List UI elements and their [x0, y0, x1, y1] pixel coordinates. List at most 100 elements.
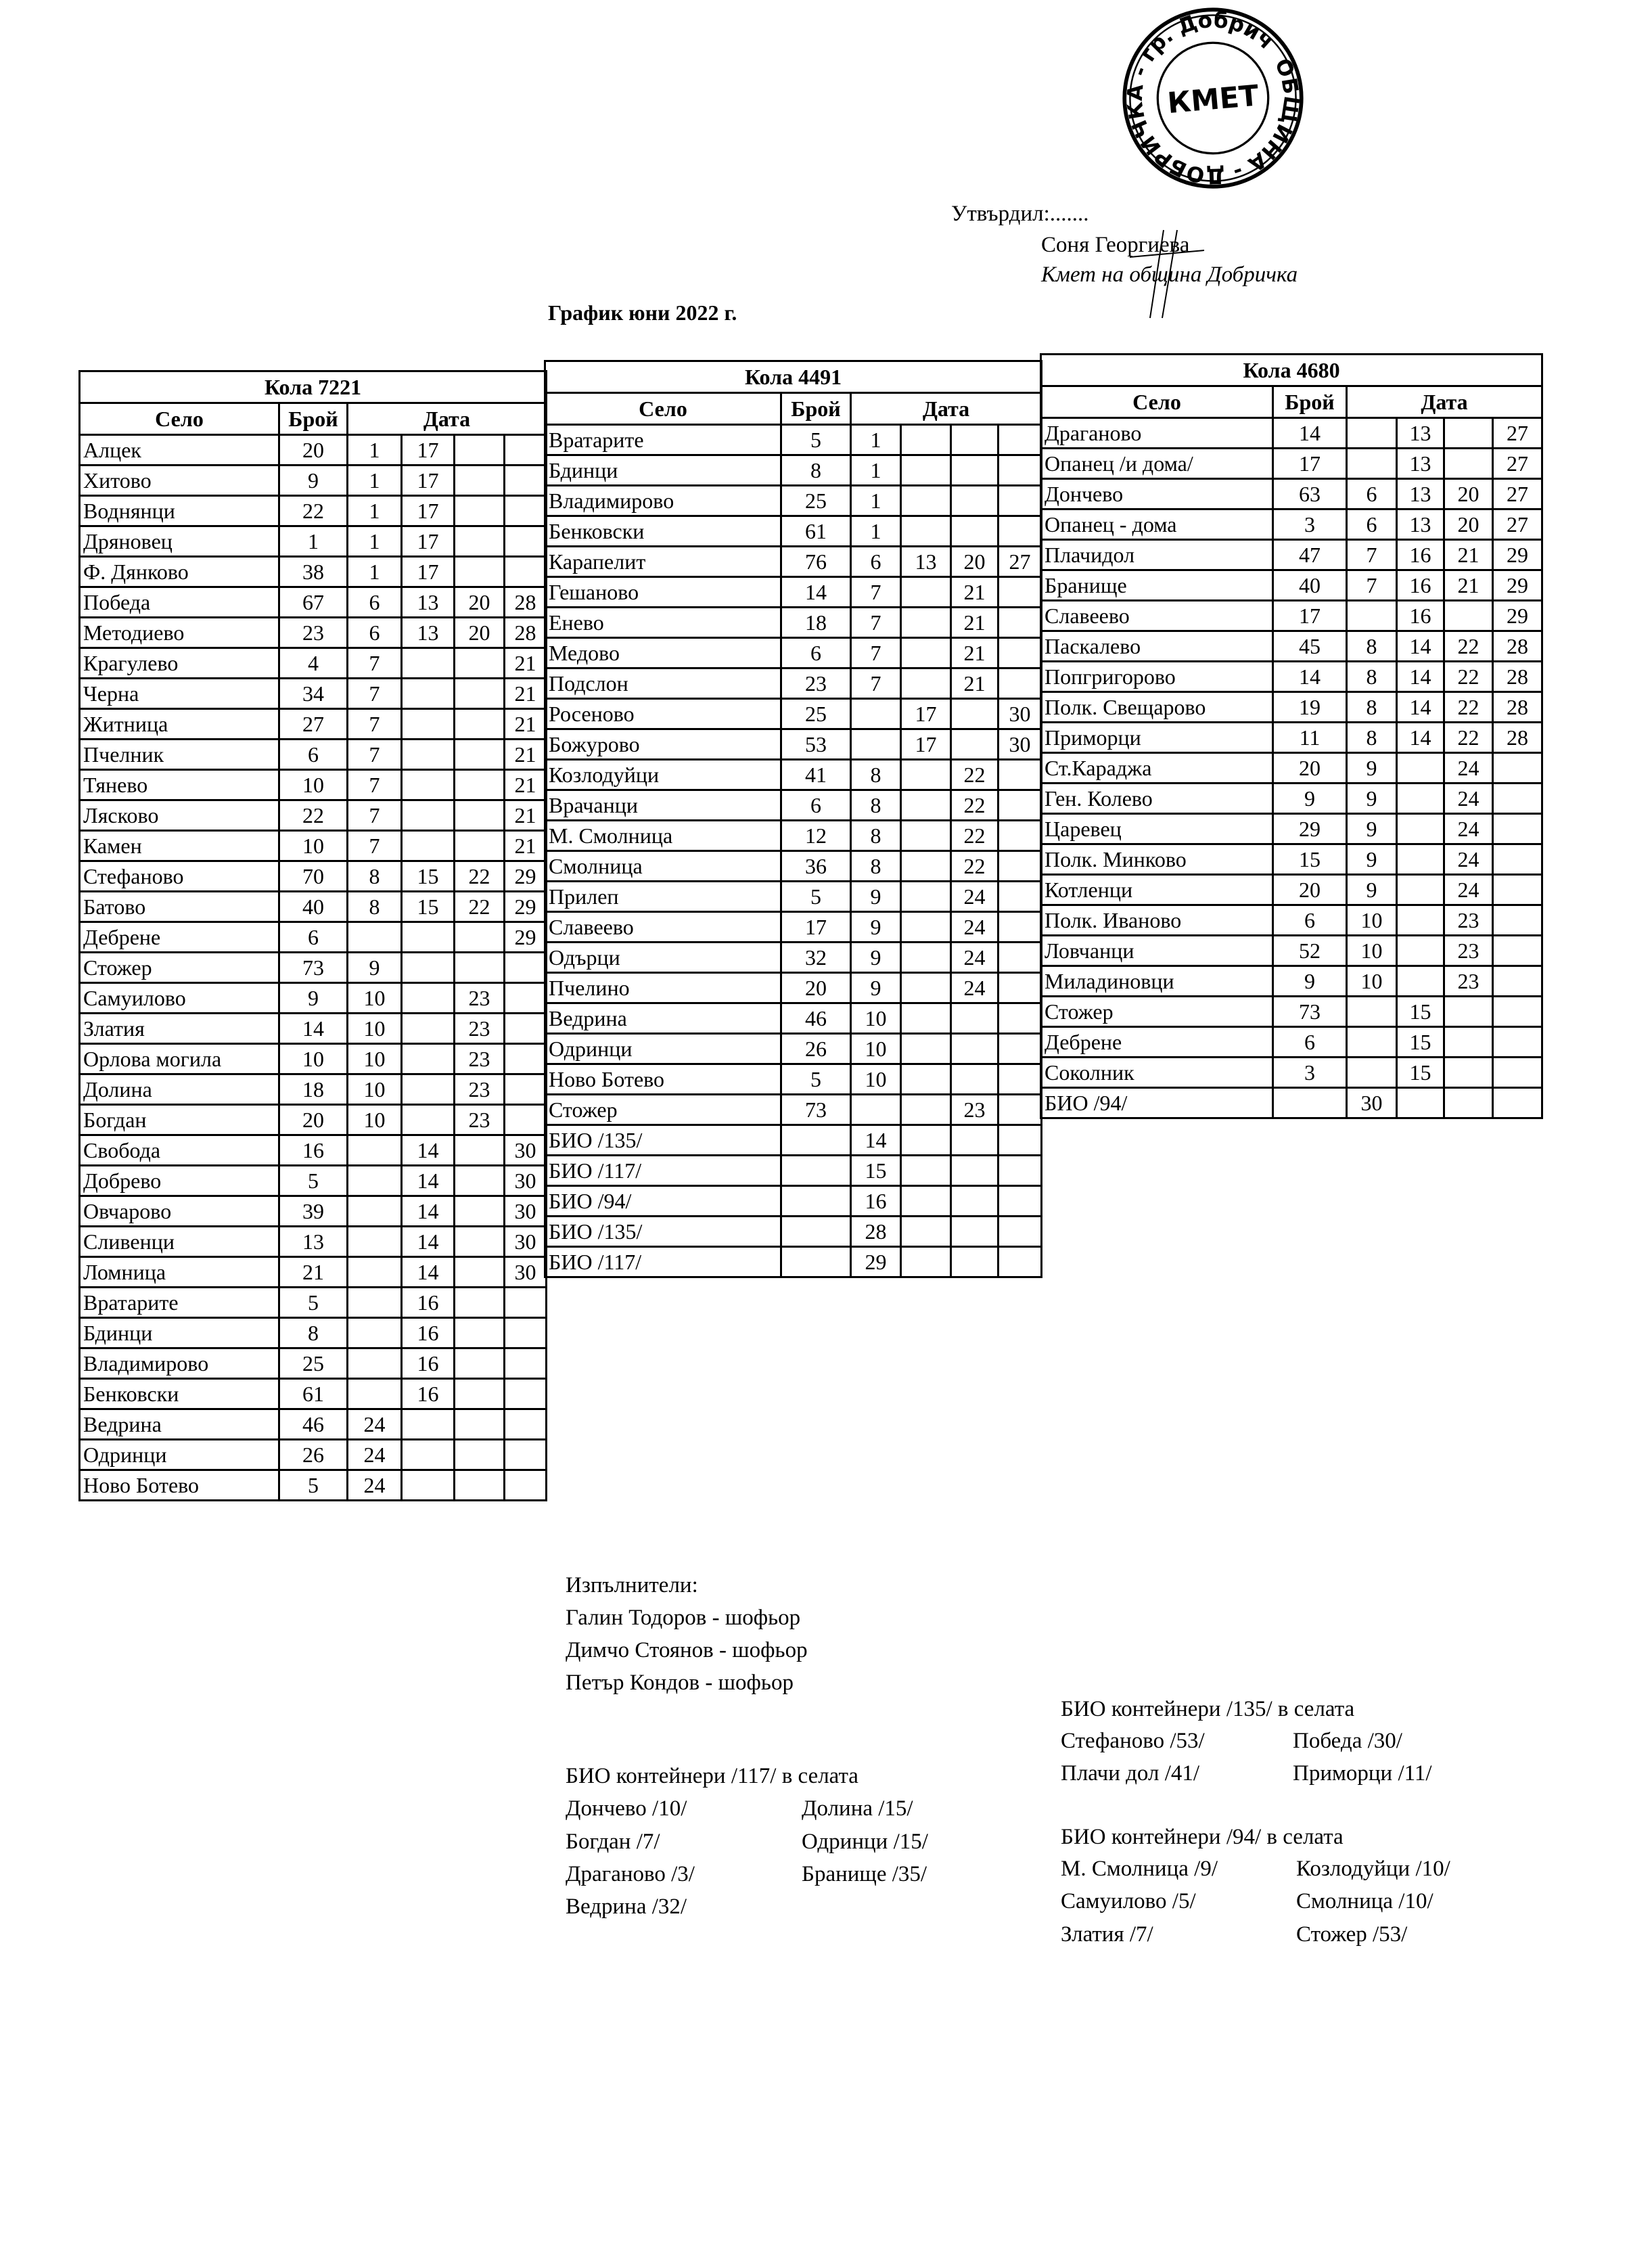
date-cell: 29: [1491, 539, 1544, 571]
date-cell: 13: [1396, 417, 1445, 449]
table-row: Богдан 20 10 23: [78, 1104, 548, 1136]
table-row: Славеево 17 16 29: [1040, 599, 1544, 632]
date-cell: 1: [346, 555, 403, 588]
village-cell: Дебрене: [78, 921, 280, 953]
table-row: Вратарите 5 1: [544, 424, 1043, 456]
table-row: Полк. Минково 15 9 24: [1040, 843, 1544, 876]
date-cell: [900, 1246, 952, 1278]
village-cell: Котленци: [1040, 873, 1274, 906]
date-cell: [400, 769, 455, 801]
table-row: Смолница 36 8 22: [544, 850, 1043, 882]
date-cell: 28: [850, 1215, 902, 1248]
date-cell: [850, 698, 902, 730]
date-cell: 9: [1346, 782, 1398, 815]
village-cell: Подслон: [544, 667, 782, 700]
count-cell: 26: [780, 1032, 852, 1065]
date-cell: 29: [1491, 569, 1544, 602]
count-cell: 53: [780, 728, 852, 761]
count-cell: 6: [780, 637, 852, 669]
count-cell: 6: [1272, 904, 1348, 936]
date-cell: [996, 941, 1043, 974]
table-row: Камен 10 7 21: [78, 830, 548, 862]
date-cell: [950, 1246, 999, 1278]
date-cell: [900, 972, 952, 1004]
table-row: Котленци 20 9 24: [1040, 873, 1544, 906]
count-cell: 14: [1272, 660, 1348, 693]
count-cell: 10: [278, 769, 348, 801]
table-row: Бдинци 8 1: [544, 454, 1043, 486]
table-row: Пчелино 20 9 24: [544, 972, 1043, 1004]
date-cell: 13: [1396, 447, 1445, 480]
table-row: Свобода 16 14 30: [78, 1134, 548, 1166]
village-cell: Бдинци: [78, 1317, 280, 1349]
count-cell: 46: [780, 1002, 852, 1035]
date-cell: [996, 819, 1043, 852]
count-cell: 25: [780, 698, 852, 730]
date-cell: [1443, 599, 1494, 632]
schedule-table-4680: Кола 4680 Село Брой Дата Драганово 14 13 27 Опан…: [1039, 353, 1544, 1119]
count-cell: 23: [278, 616, 348, 649]
table-row: Ведрина 46 10: [544, 1002, 1043, 1035]
village-cell: Тянево: [78, 769, 280, 801]
date-cell: [453, 1469, 505, 1501]
bio-135-item: Приморци /11/: [1293, 1761, 1432, 1786]
date-cell: 24: [346, 1408, 403, 1440]
table-row: М. Смолница 12 8 22: [544, 819, 1043, 852]
date-cell: [400, 647, 455, 679]
table-caption-row: Кола 4491: [543, 360, 1043, 394]
date-cell: 16: [1396, 539, 1445, 571]
date-cell: [400, 1438, 455, 1471]
table-row: Божурово 53 17 30: [544, 728, 1043, 761]
date-cell: 21: [950, 667, 999, 700]
count-cell: [780, 1185, 852, 1217]
count-cell: 3: [1272, 1056, 1348, 1089]
date-cell: [453, 1256, 505, 1288]
village-cell: Ломница: [78, 1256, 280, 1288]
bio-117-item: Одринци /15/: [802, 1830, 928, 1854]
village-cell: Драганово: [1040, 417, 1274, 449]
date-cell: 7: [346, 738, 403, 771]
date-cell: 15: [400, 890, 455, 923]
count-cell: 61: [278, 1378, 348, 1410]
bio-135-item: Плачи дол /41/: [1061, 1761, 1200, 1786]
table-row: Ген. Колево 9 9 24: [1040, 782, 1544, 815]
date-cell: [996, 606, 1043, 639]
table-row: Хитово 9 1 17: [78, 464, 548, 497]
count-cell: 21: [278, 1256, 348, 1288]
date-cell: [900, 880, 952, 913]
table-row: Ловчанци 52 10 23: [1040, 934, 1544, 967]
date-cell: [1396, 1087, 1445, 1119]
date-cell: [453, 434, 505, 466]
village-cell: Дряновец: [78, 525, 280, 558]
date-cell: [996, 789, 1043, 821]
village-cell: Стожер: [78, 951, 280, 984]
date-cell: [900, 819, 952, 852]
date-cell: 21: [950, 606, 999, 639]
date-cell: [900, 1032, 952, 1065]
table-row: Ст.Караджа 20 9 24: [1040, 752, 1544, 784]
date-cell: 16: [1396, 569, 1445, 602]
date-cell: [346, 1225, 403, 1258]
village-cell: Паскалево: [1040, 630, 1274, 662]
date-cell: [503, 1043, 548, 1075]
date-cell: 7: [346, 769, 403, 801]
date-cell: [996, 1063, 1043, 1095]
table-row: Воднянци 22 1 17: [78, 495, 548, 527]
village-cell: Владимирово: [544, 484, 782, 517]
date-cell: 15: [1396, 1026, 1445, 1058]
table-row: Стожер 73 9: [78, 951, 548, 984]
date-cell: 10: [346, 982, 403, 1014]
table-row: Одринци 26 10: [544, 1032, 1043, 1065]
date-cell: 24: [346, 1438, 403, 1471]
table-row: Плачидол 47 7 16 21 29: [1040, 539, 1544, 571]
vehicle-title: Кола 7221: [78, 370, 548, 404]
date-cell: 22: [1443, 721, 1494, 754]
village-cell: Лясково: [78, 799, 280, 832]
village-cell: Миладиновци: [1040, 965, 1274, 997]
village-cell: Медово: [544, 637, 782, 669]
table-row: Самуилово 9 10 23: [78, 982, 548, 1014]
date-cell: [900, 1154, 952, 1187]
date-cell: [346, 1195, 403, 1227]
count-cell: 9: [1272, 965, 1348, 997]
date-cell: [503, 1012, 548, 1045]
